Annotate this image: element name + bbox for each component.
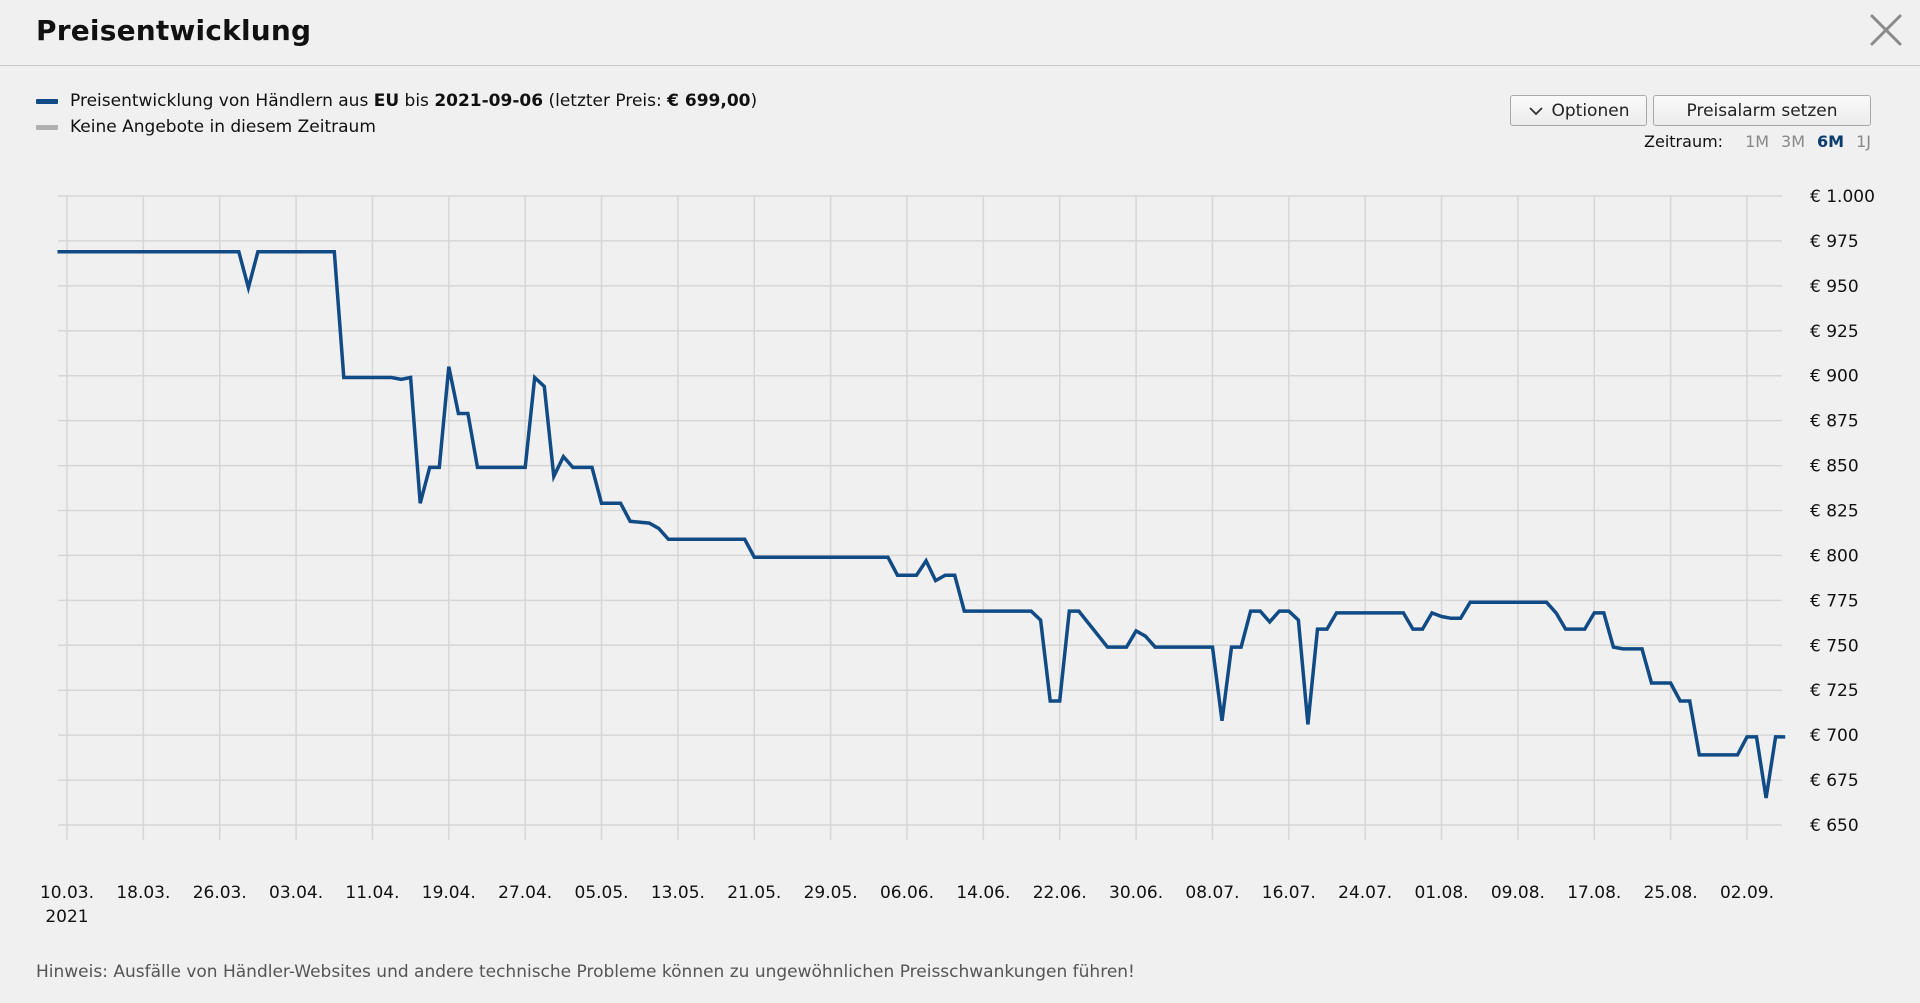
x-tick-label: 18.03.: [116, 883, 170, 903]
y-tick-label: € 650: [1810, 816, 1859, 836]
x-tick-label: 03.04.: [269, 883, 323, 903]
y-tick-label: € 675: [1810, 771, 1859, 791]
options-button-label: Optionen: [1551, 100, 1630, 121]
x-tick-label: 27.04.: [498, 883, 552, 903]
x-tick-label: 24.07.: [1338, 883, 1392, 903]
price-alert-button[interactable]: Preisalarm setzen: [1653, 95, 1871, 126]
x-tick-label: 30.06.: [1109, 883, 1163, 903]
x-tick-label: 16.07.: [1262, 883, 1316, 903]
legend-entry-no-offers: Keine Angebote in diesem Zeitraum: [36, 114, 757, 140]
legend-region: EU: [373, 91, 400, 111]
grid-vertical: [66, 196, 1748, 840]
range-option-6m[interactable]: 6M: [1817, 132, 1845, 151]
y-tick-label: € 1.000: [1810, 187, 1875, 207]
legend-price-prefix: Preisentwicklung von Händlern aus: [70, 91, 374, 111]
x-tick-label: 14.06.: [956, 883, 1010, 903]
legend-date: 2021-09-06: [434, 91, 544, 111]
y-tick-label: € 850: [1810, 457, 1859, 477]
x-tick-label: 17.08.: [1567, 883, 1621, 903]
options-button[interactable]: Optionen: [1510, 95, 1647, 126]
x-tick-sublabel: 2021: [45, 907, 88, 927]
time-range-selector: Zeitraum: 1M 3M 6M 1J: [1644, 132, 1871, 151]
x-tick-label: 09.08.: [1491, 883, 1545, 903]
y-tick-label: € 775: [1810, 591, 1859, 611]
range-option-1m[interactable]: 1M: [1745, 132, 1770, 151]
legend-no-offers-label: Keine Angebote in diesem Zeitraum: [70, 117, 376, 137]
y-tick-label: € 875: [1810, 412, 1859, 432]
x-tick-label: 13.05.: [651, 883, 705, 903]
legend-last-price-suffix: ): [750, 91, 758, 111]
x-axis-labels: 10.03. 2021 18.03. 26.03. 03.04. 11.04. 19.04.…: [40, 883, 1774, 927]
y-tick-label: € 925: [1810, 322, 1859, 342]
price-alert-button-label: Preisalarm setzen: [1686, 100, 1838, 121]
x-tick-label: 25.08.: [1644, 883, 1698, 903]
y-tick-label: € 825: [1810, 502, 1859, 522]
y-tick-label: € 975: [1810, 232, 1859, 252]
y-tick-label: € 700: [1810, 726, 1859, 746]
y-axis-labels: € 650 € 675 € 700 € 725 € 750 € 775 € 800 € 825…: [1810, 187, 1875, 836]
legend-last-price: € 699,00: [667, 91, 751, 111]
price-series-line: [57, 249, 1786, 799]
legend-entry-prices: Preisentwicklung von Händlern aus EU bis…: [36, 88, 757, 114]
y-tick-label: € 725: [1810, 681, 1859, 701]
x-tick-label: 01.08.: [1415, 883, 1469, 903]
x-tick-label: 26.03.: [193, 883, 247, 903]
series-group: [57, 249, 1786, 799]
legend-swatch-prices: [36, 98, 58, 104]
x-tick-label: 08.07.: [1185, 883, 1239, 903]
x-tick-label: 19.04.: [422, 883, 476, 903]
legend-until: bis: [399, 91, 435, 111]
x-tick-label: 02.09.: [1720, 883, 1774, 903]
y-tick-label: € 800: [1810, 546, 1859, 566]
x-tick-label: 10.03.: [40, 883, 94, 903]
legend-last-price-prefix: (letzter Preis:: [543, 91, 668, 111]
chart-legend: Preisentwicklung von Händlern aus EU bis…: [36, 88, 757, 140]
legend-swatch-no-offers: [36, 124, 58, 130]
close-icon: [1870, 14, 1902, 46]
chevron-down-icon: [1528, 106, 1544, 116]
y-tick-label: € 950: [1810, 277, 1859, 297]
x-tick-label: 21.05.: [727, 883, 781, 903]
disclaimer-note: Hinweis: Ausfälle von Händler-Websites u…: [36, 962, 1135, 982]
close-button[interactable]: [1866, 10, 1906, 50]
grid-horizontal: [58, 195, 1782, 826]
x-tick-label: 22.06.: [1033, 883, 1087, 903]
range-option-1j[interactable]: 1J: [1856, 132, 1871, 151]
x-tick-label: 29.05.: [804, 883, 858, 903]
x-tick-label: 11.04.: [345, 883, 399, 903]
y-tick-label: € 750: [1810, 636, 1859, 656]
x-tick-label: 06.06.: [880, 883, 934, 903]
y-tick-label: € 900: [1810, 367, 1859, 387]
range-option-3m[interactable]: 3M: [1781, 132, 1806, 151]
price-chart: € 650 € 675 € 700 € 725 € 750 € 775 € 800 € 825…: [40, 187, 1875, 927]
x-tick-label: 05.05.: [575, 883, 629, 903]
time-range-label: Zeitraum:: [1644, 132, 1724, 151]
page-title: Preisentwicklung: [36, 14, 312, 47]
dialog-header: Preisentwicklung: [0, 0, 1920, 66]
